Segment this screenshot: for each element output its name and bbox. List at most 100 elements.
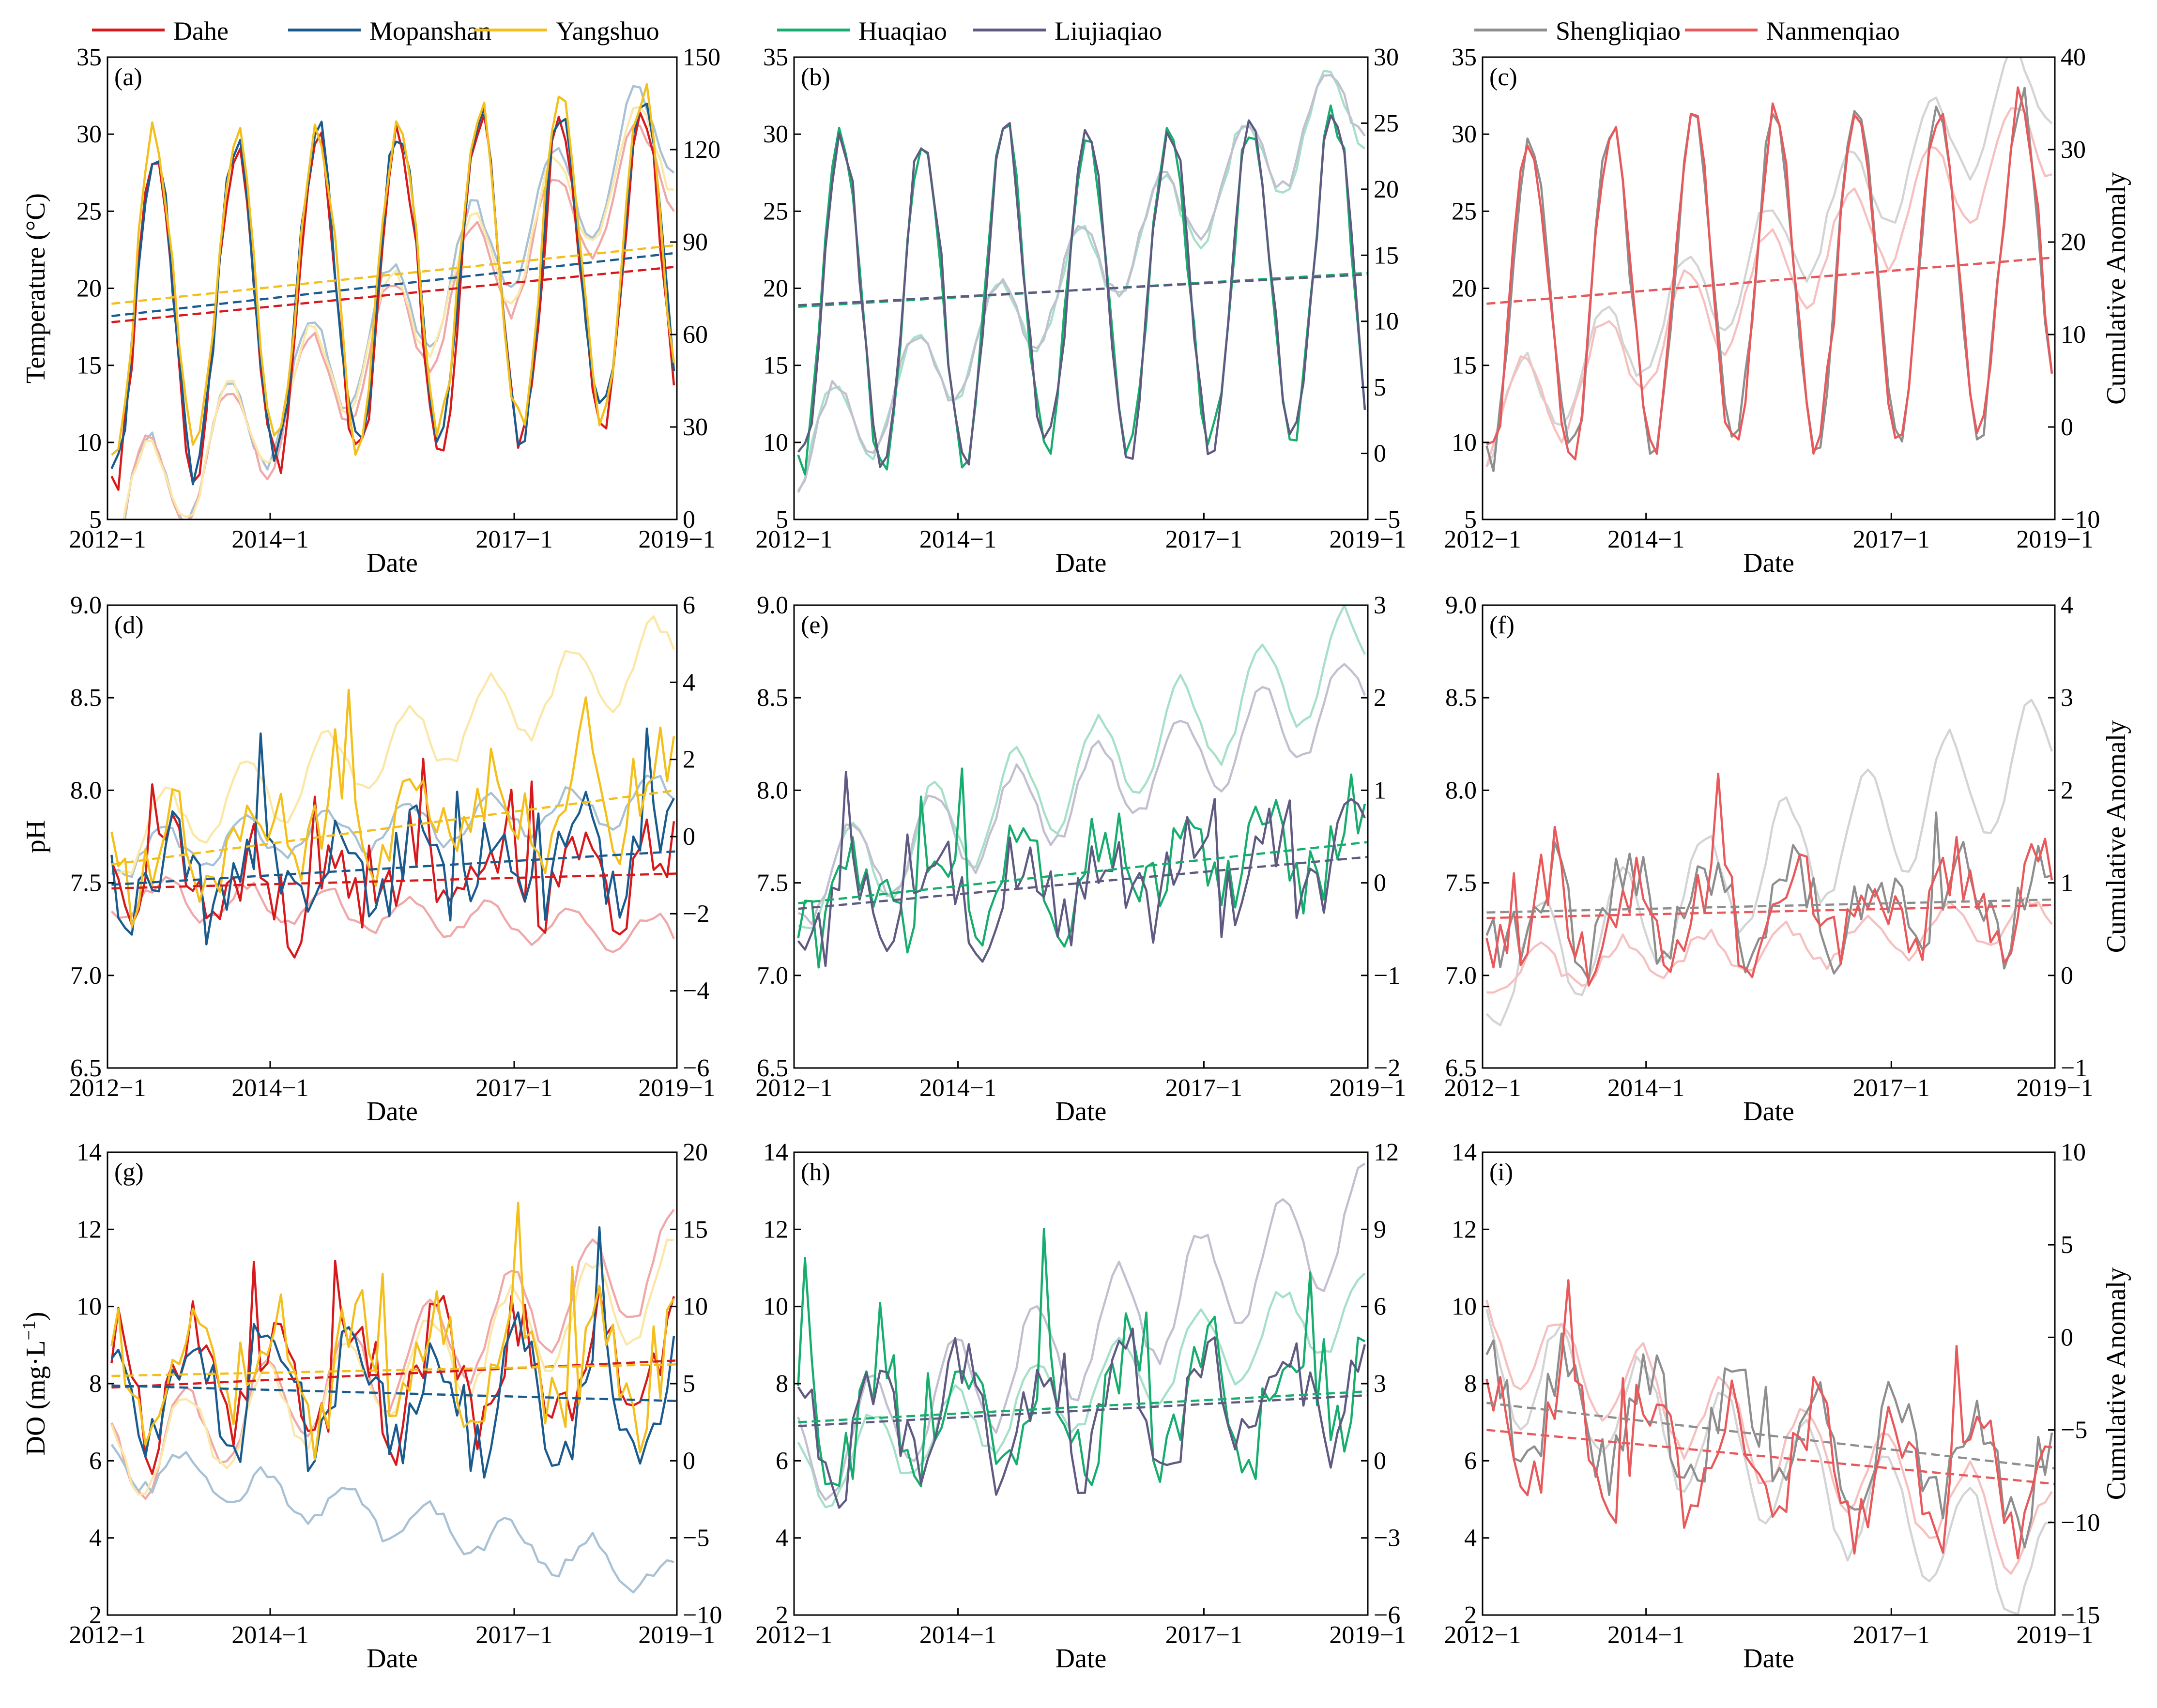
y2-axis-label: Cumulative Anomaly	[2101, 172, 2131, 405]
panel-b: (b) 5 10 15 20 25 30 35 −5 0 5 10 15 20 25 30 2012−1 2014…	[755, 44, 1406, 578]
y2-tick-label: 20	[2061, 229, 2086, 256]
y2-tick-label: 10	[1374, 308, 1399, 336]
anomaly-line-nanmenqiao	[1485, 1300, 2053, 1575]
y-tick-label: 8	[776, 1370, 788, 1398]
y2-tick-label: 12	[1374, 1139, 1399, 1166]
plot-area	[797, 1162, 1368, 1509]
legend-item-nanmenqiao: Nanmenqiao	[1685, 16, 1900, 46]
anomaly-line-liujiaqiao	[797, 663, 1366, 926]
y2-tick-label: 120	[683, 136, 720, 164]
y-tick-label: 5	[89, 506, 102, 534]
plot-area	[1485, 699, 2055, 1026]
y-tick-label: 15	[76, 352, 102, 380]
x-tick-label: 2014−1	[919, 1074, 996, 1102]
plot-area	[110, 615, 677, 959]
x-tick-label: 2014−1	[919, 1621, 996, 1649]
series-line-liujiaqiao	[797, 1327, 1366, 1509]
x-tick-label: 2017−1	[1853, 1621, 1930, 1649]
y-axis-label: pH	[21, 820, 51, 853]
trend-line-shengliqiao	[1486, 1402, 2055, 1470]
y2-tick-label: 150	[683, 44, 720, 71]
y2-tick-label: −3	[1374, 1525, 1400, 1552]
series-line-shengliqiao	[1485, 1332, 2053, 1549]
anomaly-line-mopanshan	[111, 774, 675, 878]
panel-label: (b)	[801, 63, 830, 91]
y2-tick-label: 0	[1374, 1447, 1386, 1475]
y-tick-label: 15	[763, 352, 788, 380]
x-tick-label: 2014−1	[1607, 1074, 1684, 1102]
anomaly-line-shengliqiao	[1485, 57, 2053, 468]
x-tick-label: 2014−1	[231, 1074, 308, 1102]
y-axis-label-part: )	[21, 1312, 51, 1321]
y-tick-label: 10	[1452, 1293, 1477, 1321]
series-line-liujiaqiao	[797, 770, 1366, 967]
y2-tick-label: −10	[2061, 1509, 2100, 1537]
y2-tick-label: 2	[1374, 684, 1386, 712]
series-line-nanmenqiao	[1486, 86, 2053, 460]
y2-tick-label: 9	[1374, 1216, 1386, 1243]
panel-f: (f) 6.5 7.0 7.5 8.0 8.5 9.0 −1 0 1 2 3 4 2012−1 2014−1…	[1444, 592, 2131, 1127]
y-tick-label: 6	[1464, 1447, 1477, 1475]
trend-line-huaqiao	[798, 841, 1368, 904]
plot-area	[797, 70, 1368, 493]
y-tick-label: 25	[763, 198, 788, 225]
y-tick-label: 14	[1452, 1139, 1477, 1166]
x-tick-label: 2017−1	[475, 1074, 552, 1102]
y-tick-label: 10	[76, 1293, 102, 1321]
y2-tick-label: −5	[1374, 506, 1400, 534]
y-tick-label: 6	[89, 1447, 102, 1475]
x-tick-label: 2012−1	[1444, 526, 1521, 553]
anomaly-line-huaqiao	[797, 1272, 1366, 1509]
y2-tick-label: −10	[683, 1601, 722, 1629]
y-tick-label: 8.0	[1445, 777, 1477, 804]
y2-tick-label: 0	[683, 506, 695, 534]
y-tick-label: 7.0	[70, 962, 102, 990]
anomaly-line-shengliqiao	[1485, 699, 2053, 1026]
y-tick-label: 30	[763, 121, 788, 148]
y-tick-label: 6.5	[757, 1054, 788, 1082]
y-tick-label: 30	[76, 121, 102, 148]
x-axis-label: Date	[367, 548, 418, 578]
y-tick-label: 7.5	[1445, 869, 1477, 897]
x-tick-label: 2017−1	[1165, 1074, 1242, 1102]
x-tick-label: 2012−1	[755, 1621, 832, 1649]
x-tick-label: 2014−1	[231, 1621, 308, 1649]
panel-e: (e) 6.5 7.0 7.5 8.0 8.5 9.0 −2 −1 0 1 2 3 2012−1 2014−…	[755, 592, 1406, 1127]
y2-tick-label: 25	[1374, 109, 1399, 137]
anomaly-line-yangshuo	[110, 1238, 674, 1496]
y2-tick-label: 20	[683, 1139, 708, 1166]
y-tick-label: 35	[763, 44, 788, 71]
trend-line-liujiaqiao	[798, 1394, 1368, 1427]
panel-label: (d)	[114, 611, 144, 639]
panel-g: (g) 2 4 6 8 10 12 14 −10 −5 0 5 10 15 20 2012−1 2014−1 20…	[19, 1139, 722, 1674]
x-tick-label: 2014−1	[1607, 526, 1684, 553]
y2-tick-label: 0	[2061, 962, 2073, 990]
panel-frame	[1482, 604, 2056, 1069]
y-tick-label: 9.0	[70, 592, 102, 619]
panel-label: (a)	[114, 63, 142, 91]
y-tick-label: 30	[1452, 121, 1477, 148]
x-tick-label: 2014−1	[231, 526, 308, 553]
y2-tick-label: 30	[2061, 136, 2086, 164]
legend-label: Huaqiao	[858, 16, 947, 46]
y2-tick-label: 2	[2061, 777, 2073, 804]
x-tick-label: 2012−1	[69, 1074, 146, 1102]
y2-tick-label: 90	[683, 229, 708, 256]
plot-area	[1485, 1279, 2055, 1615]
y-tick-label: 12	[76, 1216, 102, 1243]
y-axis-label: Temperature (°C)	[21, 193, 51, 383]
y-tick-label: 35	[1452, 44, 1477, 71]
x-tick-label: 2017−1	[1165, 526, 1242, 553]
legend-label: Yangshuo	[556, 16, 659, 46]
x-tick-label: 2019−1	[2016, 1621, 2093, 1649]
trend-line-yangshuo	[111, 789, 677, 866]
y2-tick-label: −6	[1374, 1601, 1400, 1629]
x-tick-label: 2012−1	[1444, 1074, 1521, 1102]
y-tick-label: 7.5	[757, 869, 788, 897]
y-axis-label-part: DO (mg·L	[21, 1341, 51, 1456]
x-tick-label: 2019−1	[2016, 526, 2093, 553]
y-tick-label: 2	[89, 1601, 102, 1629]
y-tick-label: 8.0	[70, 777, 102, 804]
y2-tick-label: 1	[2061, 869, 2073, 897]
y2-tick-label: 2	[683, 746, 695, 774]
